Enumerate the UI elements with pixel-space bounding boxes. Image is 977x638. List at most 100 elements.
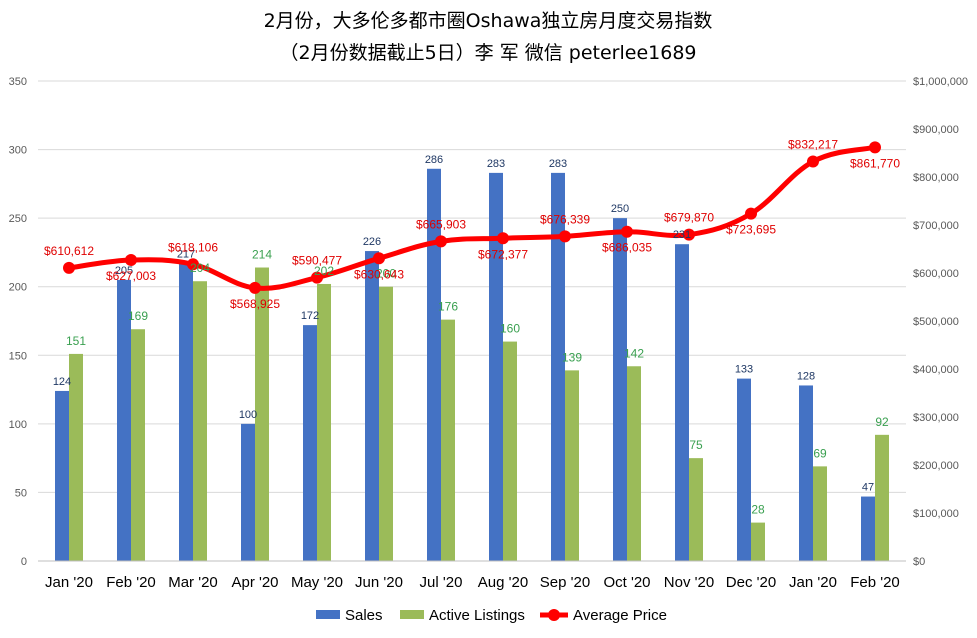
average-price-point bbox=[125, 254, 137, 267]
average-price-point bbox=[497, 232, 509, 245]
sales-bar bbox=[799, 385, 813, 561]
active-listings-bar bbox=[875, 434, 889, 561]
left-axis: 0 50 100 150 200 250 300 350 bbox=[9, 76, 27, 568]
active-listings-data-label: 75 bbox=[689, 438, 703, 452]
active-listings-data-label: 69 bbox=[813, 446, 827, 460]
sales-data-label: 283 bbox=[549, 158, 567, 170]
legend-active-listings-swatch bbox=[400, 610, 424, 619]
sales-data-label: 47 bbox=[862, 482, 874, 494]
active-listings-bar bbox=[751, 522, 765, 561]
average-price-data-label: $832,217 bbox=[788, 138, 838, 152]
x-axis: Jan '20 Feb '20 Mar '20 Apr '20 May '20 Jun '… bbox=[38, 560, 906, 591]
sales-bar bbox=[675, 244, 689, 561]
x-tick-label: Jan '20 bbox=[789, 574, 837, 591]
y-left-tick-label: 350 bbox=[9, 76, 27, 88]
sales-data-label: 286 bbox=[425, 154, 443, 166]
average-price-data-label: $665,903 bbox=[416, 217, 466, 231]
average-price-point bbox=[869, 141, 881, 154]
grid-lines bbox=[38, 80, 906, 562]
average-price-data-label: $672,377 bbox=[478, 247, 528, 261]
x-tick-label: Jul '20 bbox=[420, 574, 463, 591]
active-listings-bar bbox=[193, 281, 207, 561]
y-right-tick-label: $100,000 bbox=[913, 508, 959, 520]
sales-bar bbox=[861, 496, 875, 561]
y-right-tick-label: $200,000 bbox=[913, 460, 959, 472]
average-price-data-label: $679,870 bbox=[664, 211, 714, 225]
y-left-tick-label: 150 bbox=[9, 350, 27, 362]
price-line bbox=[63, 141, 881, 294]
y-left-tick-label: 300 bbox=[9, 145, 27, 157]
sales-bar bbox=[427, 168, 441, 561]
legend: Sales Active Listings Average Price bbox=[316, 607, 667, 624]
sales-data-label: 217 bbox=[177, 248, 195, 260]
sales-bar bbox=[117, 279, 131, 561]
active-listings-bar bbox=[317, 283, 331, 561]
average-price-data-label: $590,477 bbox=[292, 254, 342, 268]
average-price-data-label: $627,003 bbox=[106, 269, 156, 283]
y-left-tick-label: 200 bbox=[9, 282, 27, 294]
y-right-tick-label: $300,000 bbox=[913, 412, 959, 424]
active-listings-data-label: 142 bbox=[624, 346, 644, 360]
sales-data-label: 283 bbox=[487, 158, 505, 170]
average-price-point bbox=[187, 258, 199, 271]
average-price-data-label: $610,612 bbox=[44, 244, 94, 258]
legend-average-price-label: Average Price bbox=[573, 607, 667, 624]
sales-bar bbox=[489, 172, 503, 561]
x-tick-label: Apr '20 bbox=[231, 574, 278, 591]
y-right-tick-label: $400,000 bbox=[913, 364, 959, 376]
active-listings-bar bbox=[69, 353, 83, 561]
active-listings-data-label: 169 bbox=[128, 309, 148, 323]
average-price-point bbox=[745, 207, 757, 220]
active-listings-data-label: 204 bbox=[190, 261, 210, 275]
active-listings-bar bbox=[255, 267, 269, 561]
y-right-tick-label: $900,000 bbox=[913, 124, 959, 136]
sales-bar bbox=[55, 390, 69, 561]
x-tick-label: Nov '20 bbox=[664, 574, 714, 591]
active-listings-data-label: 214 bbox=[252, 248, 272, 262]
average-price-point bbox=[435, 235, 447, 248]
average-price-data-label: $676,339 bbox=[540, 212, 590, 226]
y-right-tick-label: $1,000,000 bbox=[913, 76, 968, 88]
active-listings-bar bbox=[813, 466, 827, 561]
active-listings-bar bbox=[131, 329, 145, 561]
sales-bar bbox=[303, 325, 317, 561]
average-price-point bbox=[373, 252, 385, 265]
y-left-tick-label: 250 bbox=[9, 213, 27, 225]
average-price-data-label: $568,925 bbox=[230, 297, 280, 311]
sales-data-label: 133 bbox=[735, 364, 753, 376]
sales-bar bbox=[365, 251, 379, 562]
average-price-point bbox=[249, 281, 261, 294]
active-listings-bar bbox=[565, 370, 579, 561]
x-tick-label: Jun '20 bbox=[355, 574, 403, 591]
sales-data-label: 226 bbox=[363, 236, 381, 248]
chart-subtitle: （2月份数据截止5日）李 军 微信 peterlee1689 bbox=[279, 42, 696, 64]
y-right-tick-label: $700,000 bbox=[913, 220, 959, 232]
active-listings-data-label: 160 bbox=[500, 322, 520, 336]
active-listings-data-label: 28 bbox=[751, 503, 765, 517]
y-right-tick-label: $0 bbox=[913, 556, 925, 568]
x-tick-label: Feb '20 bbox=[106, 574, 156, 591]
active-listings-bar bbox=[379, 286, 393, 561]
active-listings-bar bbox=[441, 319, 455, 561]
average-price-point bbox=[621, 225, 633, 238]
x-tick-label: Jan '20 bbox=[45, 574, 93, 591]
active-listings-data-label: 92 bbox=[875, 415, 889, 429]
legend-average-price-marker bbox=[548, 609, 560, 621]
legend-active-listings-label: Active Listings bbox=[429, 607, 525, 624]
active-listings-data-label: 200 bbox=[376, 267, 396, 281]
active-listings-data-label: 202 bbox=[314, 264, 334, 278]
x-tick-label: Mar '20 bbox=[168, 574, 218, 591]
sales-bar bbox=[737, 378, 751, 561]
x-tick-label: Aug '20 bbox=[478, 574, 528, 591]
y-right-tick-label: $500,000 bbox=[913, 316, 959, 328]
average-price-data-label: $861,770 bbox=[850, 156, 900, 170]
average-price-point bbox=[807, 155, 819, 168]
average-price-point bbox=[63, 261, 75, 274]
right-axis: $0 $100,000 $200,000 $300,000 $400,000 $500,0… bbox=[913, 76, 968, 568]
active-listings-data-label: 176 bbox=[438, 300, 458, 314]
average-price-data-label: $618,106 bbox=[168, 240, 218, 254]
sales-data-label: 128 bbox=[797, 370, 815, 382]
y-left-tick-label: 0 bbox=[21, 556, 27, 568]
x-tick-label: Sep '20 bbox=[540, 574, 590, 591]
